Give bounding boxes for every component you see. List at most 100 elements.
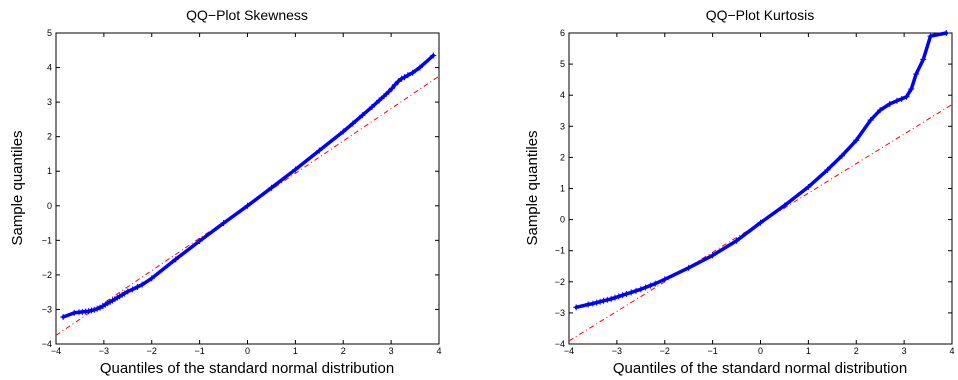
data-point: [903, 93, 910, 100]
data-point: [172, 256, 179, 263]
x-tick-label: −2: [660, 346, 670, 356]
data-point: [430, 52, 437, 59]
data-point: [129, 286, 136, 293]
data-point: [637, 286, 644, 293]
y-axis-label: Sample quantiles: [9, 130, 26, 245]
x-tick-label: −4: [51, 346, 61, 356]
plot-marks: −4 −3 −2 −1 0 1 2 3 4 −4 −3 −2 −1 0 1 2 3 4 5: [42, 28, 442, 356]
y-tick-label: 6: [560, 28, 565, 38]
qq-plot-skewness: QQ−Plot Skewness Quantiles of the standa…: [9, 7, 442, 377]
data-point: [85, 308, 92, 315]
data-point: [94, 305, 101, 312]
x-tick-label: 1: [806, 346, 811, 356]
x-tick-label: 0: [245, 346, 250, 356]
reference-line: [568, 104, 953, 342]
data-point: [349, 120, 356, 127]
y-tick-label: −1: [42, 235, 52, 245]
data-point: [376, 97, 383, 104]
data-point: [340, 128, 347, 135]
y-tick-label: −4: [555, 339, 565, 349]
x-tick-label: 2: [854, 346, 859, 356]
x-tick-label: −1: [194, 346, 204, 356]
data-point: [88, 307, 95, 314]
chart-title: QQ−Plot Kurtosis: [706, 7, 815, 23]
data-point: [886, 100, 893, 107]
data-point: [220, 220, 227, 227]
y-tick-label: 1: [560, 184, 565, 194]
y-tick-label: 3: [47, 97, 52, 107]
data-point: [593, 299, 600, 306]
x-tick-label: 4: [949, 346, 954, 356]
data-point: [597, 298, 604, 305]
data-point: [573, 304, 580, 311]
y-tick-label: −4: [42, 339, 52, 349]
y-tick-label: 2: [47, 132, 52, 142]
data-point: [316, 147, 323, 154]
data-point: [91, 306, 98, 313]
x-tick-label: 4: [436, 346, 441, 356]
data-point: [139, 281, 146, 288]
x-tick-label: 3: [902, 346, 907, 356]
y-tick-label: −2: [42, 270, 52, 280]
data-point: [398, 75, 405, 82]
data-point: [733, 237, 740, 244]
data-point: [121, 290, 128, 297]
x-tick-label: 1: [293, 346, 298, 356]
x-axis-label: Quantiles of the standard normal distrib…: [100, 360, 394, 377]
data-point: [877, 107, 884, 114]
data-point: [893, 97, 900, 104]
data-point: [60, 314, 67, 321]
x-tick-label: 0: [758, 346, 763, 356]
sample-quantile-curve: [574, 31, 949, 310]
y-tick-label: 5: [560, 59, 565, 69]
x-tick-label: 3: [389, 346, 394, 356]
data-point: [389, 85, 396, 92]
data-point: [709, 252, 716, 259]
data-point: [585, 301, 592, 308]
data-point: [391, 81, 398, 88]
y-tick-label: −2: [555, 277, 565, 287]
y-tick-label: 0: [560, 215, 565, 225]
data-point: [920, 56, 927, 63]
data-point: [781, 202, 788, 209]
y-tick-label: 5: [47, 28, 52, 38]
data-point: [600, 297, 607, 304]
x-tick-label: 2: [341, 346, 346, 356]
data-point: [368, 103, 375, 110]
y-tick-label: 3: [560, 121, 565, 131]
x-tick-label: −3: [99, 346, 109, 356]
y-tick-label: −3: [42, 304, 52, 314]
data-point: [838, 152, 845, 159]
data-point: [385, 88, 392, 95]
data-point: [647, 282, 654, 289]
data-point: [853, 137, 860, 144]
data-point: [867, 117, 874, 124]
data-point: [416, 64, 423, 71]
chart-title: QQ−Plot Skewness: [186, 7, 308, 23]
y-tick-label: 0: [47, 201, 52, 211]
data-point: [196, 238, 203, 245]
data-point: [604, 296, 611, 303]
data-point: [898, 95, 905, 102]
y-axis-label: Sample quantiles: [524, 130, 541, 245]
data-point: [633, 287, 640, 294]
data-point: [661, 276, 668, 283]
data-point: [908, 85, 915, 92]
data-point: [134, 283, 141, 290]
data-point: [268, 184, 275, 191]
data-point: [395, 78, 402, 85]
data-point: [805, 183, 812, 190]
data-point: [124, 288, 131, 295]
y-tick-label: 2: [560, 152, 565, 162]
data-point: [615, 293, 622, 300]
data-point: [927, 33, 934, 40]
data-point: [623, 290, 630, 297]
y-tick-label: −3: [555, 308, 565, 318]
data-point: [589, 300, 596, 307]
plot-marks: −4 −3 −2 −1 0 1 2 3 4 −4 −3 −2 −1 0 1 2 3 4 5 6: [555, 28, 955, 356]
y-tick-label: 1: [47, 166, 52, 176]
data-point: [824, 166, 831, 173]
x-tick-label: −2: [147, 346, 157, 356]
data-point: [628, 289, 635, 296]
